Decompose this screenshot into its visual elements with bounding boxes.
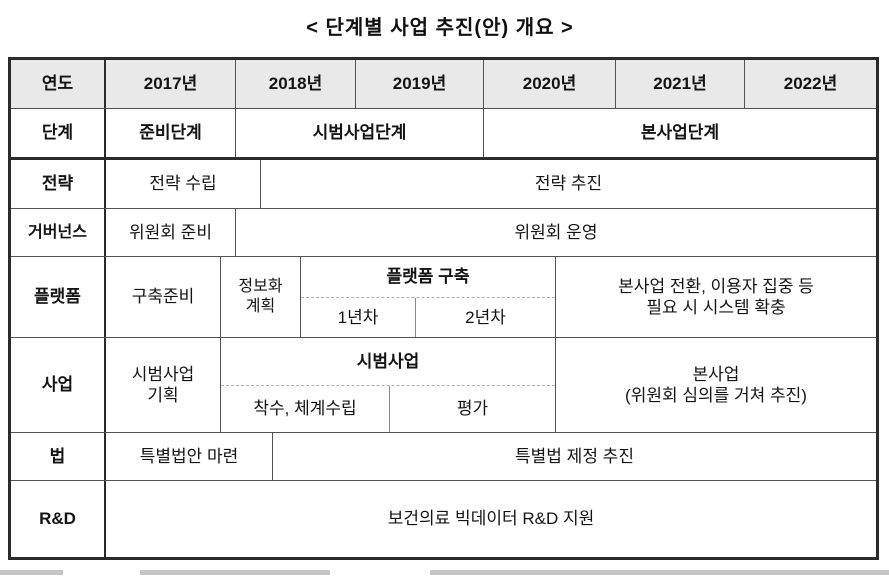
rnd-support: 보건의료 빅데이터 R&D 지원 — [387, 509, 595, 529]
row-phase-label: 단계 — [11, 109, 106, 157]
schedule-table: 연도 2017년 2018년 2019년 2020년 2021년 2022년 단… — [8, 57, 879, 560]
year-2019: 2019년 — [356, 60, 484, 108]
row-phase: 단계 준비단계 시범사업단계 본사업단계 — [11, 109, 876, 160]
year-2020: 2020년 — [484, 60, 616, 108]
platform-build-block: 플랫폼 구축 1년차 2년차 — [301, 257, 556, 337]
phase-prep: 준비단계 — [106, 109, 236, 157]
cutoff-artifact — [0, 570, 63, 575]
year-2018: 2018년 — [236, 60, 356, 108]
governance-prepare: 위원회 준비 — [106, 209, 236, 256]
page-title: < 단계별 사업 추진(안) 개요 > — [306, 17, 574, 39]
business-plan-line2: 기획 — [147, 386, 179, 405]
row-rnd: R&D 보건의료 빅데이터 R&D 지원 — [11, 481, 876, 557]
row-platform: 플랫폼 구축준비 정보화 계획 플랫폼 구축 1년차 2년차 본사업 전환, 이… — [11, 257, 876, 338]
row-rnd-label: R&D — [11, 481, 106, 557]
phase-pilot: 시범사업단계 — [236, 109, 484, 157]
business-pilot-title: 시범사업 — [221, 338, 555, 386]
row-governance: 거버넌스 위원회 준비 위원회 운영 — [11, 209, 876, 257]
law-enact: 특별법 제정 추진 — [515, 446, 634, 466]
business-main-line2: (위원회 심의를 거쳐 추진) — [625, 386, 807, 405]
business-evaluate: 평가 — [456, 399, 489, 419]
row-strategy-label: 전략 — [11, 160, 106, 208]
platform-info-plan-line1: 정보화 — [238, 278, 283, 295]
phase-main: 본사업단계 — [640, 123, 720, 143]
row-platform-label: 플랫폼 — [11, 257, 106, 337]
row-business-label: 사업 — [11, 338, 106, 432]
cutoff-artifact — [430, 570, 889, 575]
governance-operate: 위원회 운영 — [514, 222, 598, 242]
platform-info-plan-line2: 계획 — [245, 298, 276, 315]
row-year-label: 연도 — [11, 60, 106, 108]
business-plan: 시범사업 기획 — [106, 338, 221, 432]
business-pilot-stages: 착수, 체계수립 평가 — [221, 385, 555, 432]
platform-expand-line2: 필요 시 시스템 확충 — [646, 298, 786, 317]
cutoff-artifact — [140, 570, 330, 575]
row-strategy: 전략 전략 수립 전략 추진 — [11, 160, 876, 209]
business-main-line1: 본사업 — [692, 364, 740, 384]
strategy-establish: 전략 수립 — [106, 160, 261, 208]
business-main: 본사업 (위원회 심의를 거쳐 추진) — [556, 338, 876, 432]
year-2022: 2022년 — [783, 74, 838, 94]
year-2017: 2017년 — [106, 60, 236, 108]
business-plan-line1: 시범사업 — [131, 364, 195, 384]
platform-build-prep: 구축준비 — [106, 257, 221, 337]
strategy-promote: 전략 추진 — [534, 174, 603, 194]
row-year: 연도 2017년 2018년 2019년 2020년 2021년 2022년 — [11, 60, 876, 109]
year-2021: 2021년 — [616, 60, 745, 108]
platform-info-plan: 정보화 계획 — [221, 257, 301, 337]
law-draft: 특별법안 마련 — [106, 433, 273, 480]
platform-build-years: 1년차 2년차 — [301, 297, 555, 337]
row-law-label: 법 — [11, 433, 106, 480]
row-business: 사업 시범사업 기획 시범사업 착수, 체계수립 평가 본사업 (위원회 심의를… — [11, 338, 876, 433]
platform-year1: 1년차 — [301, 297, 416, 337]
platform-year2: 2년차 — [465, 307, 506, 327]
platform-expand: 본사업 전환, 이용자 집중 등 필요 시 시스템 확충 — [556, 257, 876, 337]
row-law: 법 특별법안 마련 특별법 제정 추진 — [11, 433, 876, 481]
platform-expand-line1: 본사업 전환, 이용자 집중 등 — [618, 276, 814, 296]
business-start: 착수, 체계수립 — [221, 385, 390, 432]
platform-build-title: 플랫폼 구축 — [301, 257, 555, 298]
business-pilot-block: 시범사업 착수, 체계수립 평가 — [221, 338, 556, 432]
row-governance-label: 거버넌스 — [11, 209, 106, 256]
